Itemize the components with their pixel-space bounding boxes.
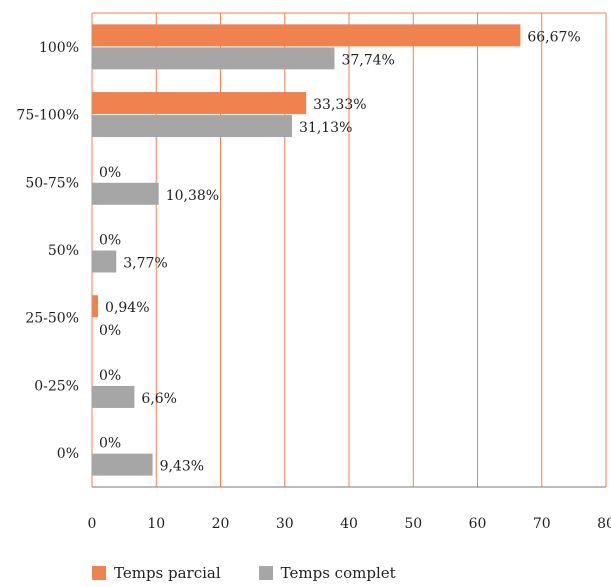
bars [92, 24, 521, 476]
bar-temps-parcial-100 [92, 24, 521, 47]
bar-temps-complet-0-25 [92, 385, 135, 408]
legend: Temps parcial Temps complet [92, 564, 434, 582]
category-label-75-100: 75-100% [16, 108, 79, 124]
x-tick-label-20: 20 [212, 516, 230, 532]
data-label-temps-parcial-50-75: 0% [99, 165, 121, 181]
legend-label-temps-parcial: Temps parcial [114, 564, 221, 582]
bar-temps-complet-0 [92, 453, 153, 476]
x-tick-label-40: 40 [340, 516, 358, 532]
data-label-temps-parcial-0-25: 0% [99, 368, 121, 384]
bar-temps-parcial-75-100 [92, 92, 307, 115]
legend-item-temps-complet: Temps complet [258, 564, 396, 582]
data-label-temps-complet-0-25: 6,6% [141, 391, 177, 407]
data-label-temps-complet-50-75: 10,38% [166, 188, 219, 204]
data-label-temps-complet-25-50: 0% [99, 323, 121, 339]
category-labels: 100% 75-100% 50-75% 50% 25-50% 0-25% 0% [16, 40, 79, 462]
bar-temps-complet-75-100 [92, 115, 293, 138]
x-tick-labels: 0 10 20 30 40 50 60 70 80 [88, 516, 611, 532]
x-tick-label-70: 70 [533, 516, 551, 532]
legend-label-temps-complet: Temps complet [280, 564, 396, 582]
category-label-0: 0% [57, 446, 79, 462]
category-label-50: 50% [48, 243, 79, 259]
data-label-temps-parcial-75-100: 33,33% [313, 97, 366, 113]
bar-temps-complet-50 [92, 250, 117, 273]
category-label-0-25: 0-25% [34, 378, 79, 394]
bar-temps-parcial-25-50 [92, 295, 99, 318]
data-label-temps-complet-75-100: 31,13% [299, 120, 352, 136]
legend-swatch-temps-parcial [92, 566, 106, 580]
legend-swatch-temps-complet [258, 566, 273, 580]
data-label-temps-parcial-25-50: 0,94% [105, 300, 149, 316]
x-tick-label-50: 50 [404, 516, 422, 532]
data-labels: 66,67%37,74%33,33%31,13%0%10,38%0%3,77%0… [99, 29, 581, 474]
data-label-temps-parcial-100: 66,67% [527, 29, 580, 45]
category-label-100: 100% [39, 40, 79, 56]
data-label-temps-parcial-50: 0% [99, 233, 121, 249]
bar-temps-complet-50-75 [92, 182, 159, 205]
grid-lines [91, 12, 607, 488]
x-tick-label-0: 0 [88, 516, 97, 532]
data-label-temps-parcial-0: 0% [99, 436, 121, 452]
x-tick-label-10: 10 [147, 516, 165, 532]
x-tick-label-80: 80 [597, 516, 611, 532]
x-tick-label-60: 60 [469, 516, 487, 532]
category-label-50-75: 50-75% [25, 175, 79, 191]
data-label-temps-complet-0: 9,43% [160, 459, 204, 475]
data-label-temps-complet-50: 3,77% [123, 256, 167, 272]
bar-temps-complet-100 [92, 47, 335, 70]
legend-item-temps-parcial: Temps parcial [92, 564, 221, 582]
x-tick-label-30: 30 [276, 516, 294, 532]
data-label-temps-complet-100: 37,74% [341, 52, 394, 68]
category-label-25-50: 25-50% [25, 311, 79, 327]
